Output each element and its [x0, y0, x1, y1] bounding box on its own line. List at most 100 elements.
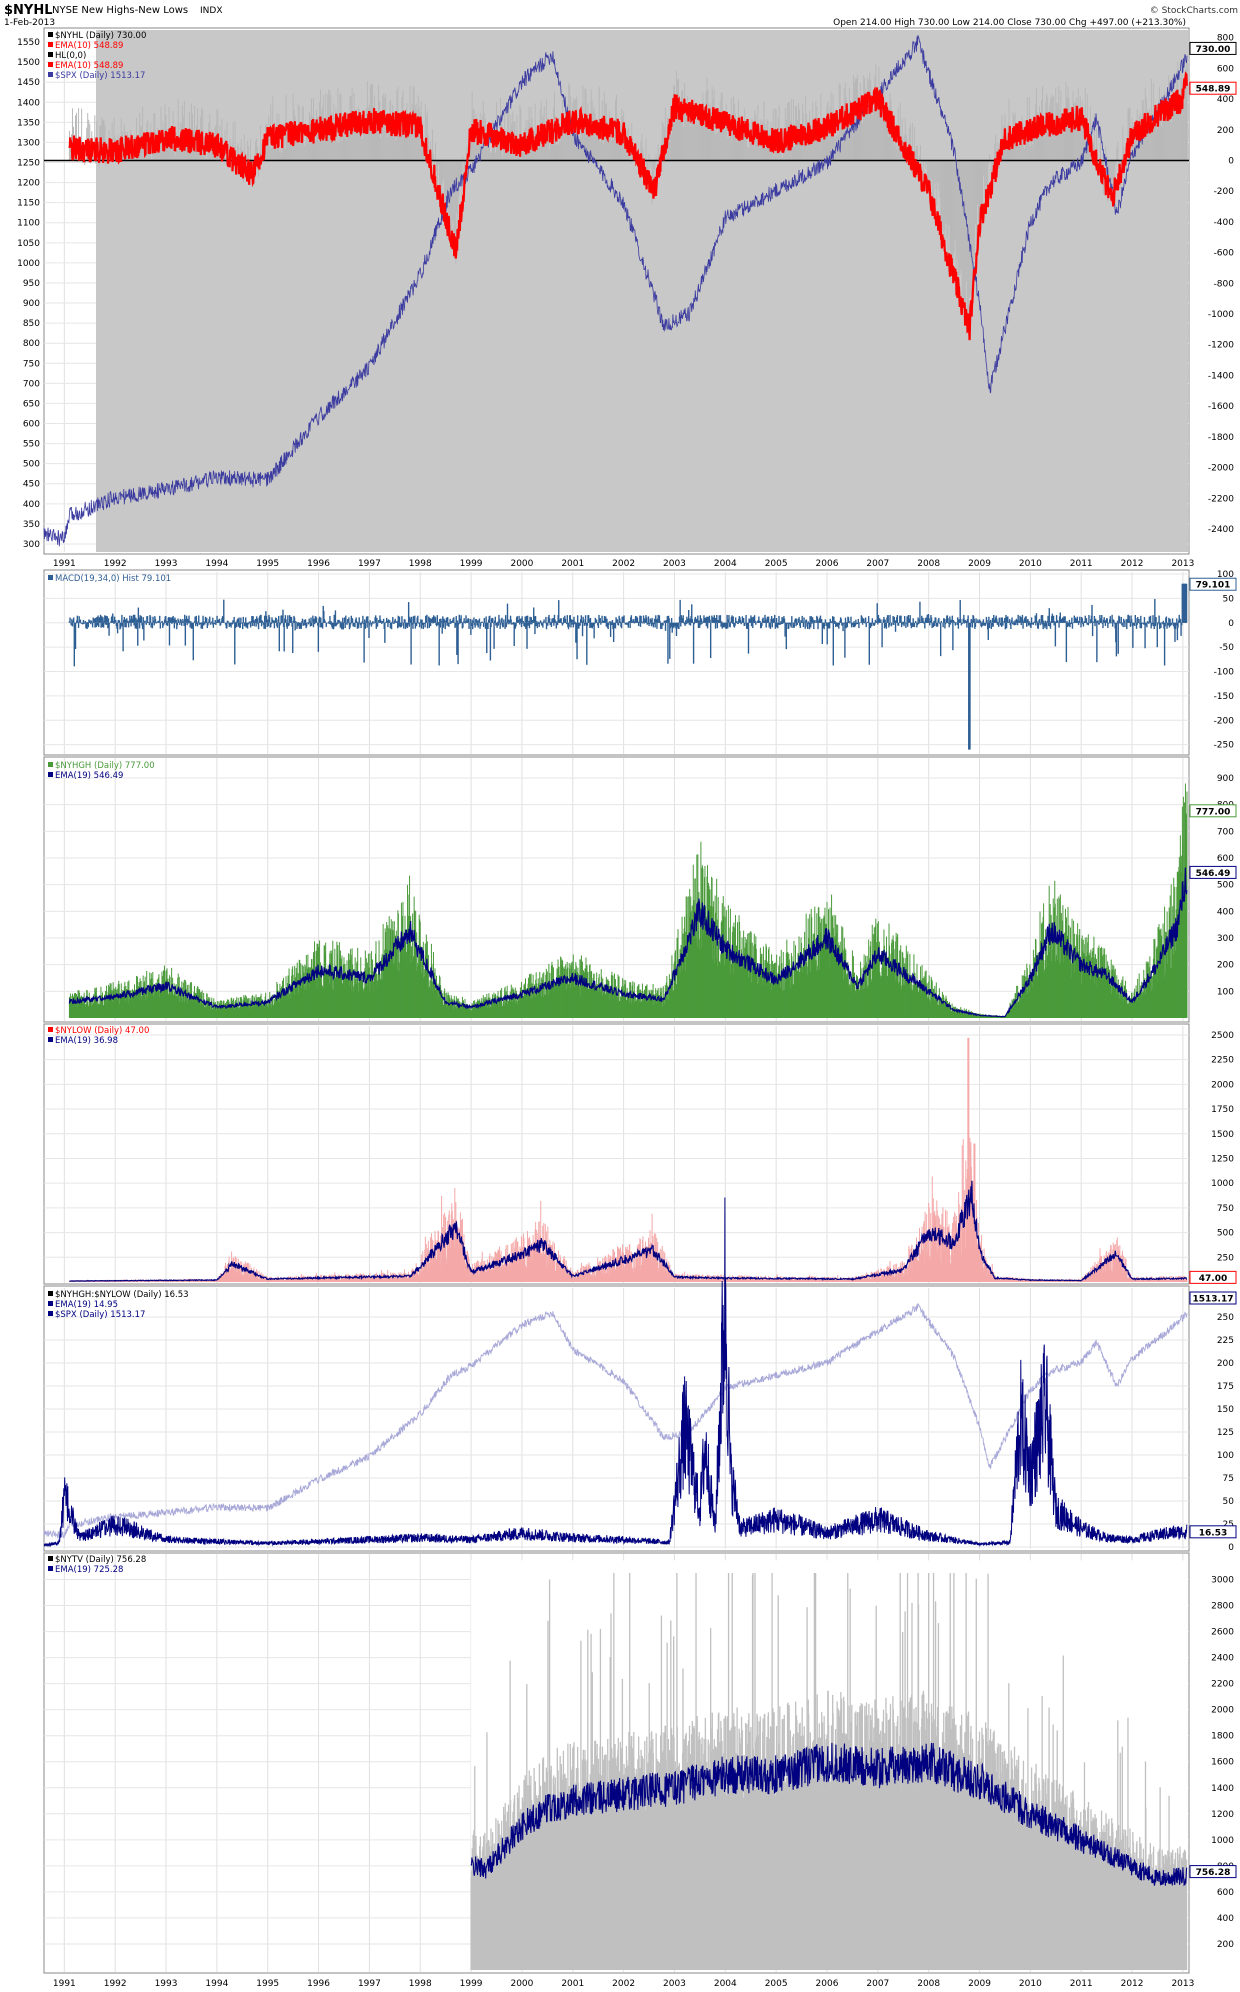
y-tick-label: 800 [23, 339, 40, 349]
last-value-label: 548.89 [1196, 85, 1231, 95]
last-value-label: 79.101 [1196, 581, 1231, 591]
y-tick-label: 950 [23, 279, 40, 289]
x-tick-label: 2002 [612, 559, 635, 569]
y-tick-label: -2000 [1208, 464, 1234, 474]
y-tick-label: 1400 [17, 98, 40, 108]
x-tick-label: 2000 [510, 559, 533, 569]
brand: © StockCharts.com [1150, 6, 1238, 16]
y-tick-label: -100 [1214, 668, 1235, 678]
x-tick-label: 2011 [1070, 559, 1093, 569]
x-tick-label: 2006 [816, 559, 839, 569]
last-value-box [1189, 81, 1237, 95]
y-tick-label: 750 [23, 359, 40, 369]
y-tick-label: -1600 [1208, 402, 1234, 412]
last-value-box [1189, 577, 1237, 591]
x-tick-label: 1995 [256, 559, 279, 569]
y-tick-label: -800 [1214, 279, 1235, 289]
y-tick-label: 0 [1228, 157, 1234, 167]
y-tick-label: 1150 [17, 199, 40, 209]
y-tick-label: -2400 [1208, 525, 1234, 535]
panel-macd-legend: MACD(19,34,0) Hist 79.101 [48, 574, 171, 584]
y-tick-label: 1500 [17, 58, 40, 68]
x-tick-label: 2005 [765, 559, 788, 569]
legend-entry: $SPX (Daily) 1513.17 [55, 71, 145, 81]
panel-nyhl-marks [43, 35, 1189, 547]
y-tick-label: 1200 [17, 179, 40, 189]
x-tick-label: 2001 [561, 559, 584, 569]
x-tick-label: 1996 [307, 559, 330, 569]
y-tick-label: -50 [1219, 643, 1234, 653]
x-tick-label: 2013 [1171, 559, 1194, 569]
y-tick-label: 100 [1217, 570, 1234, 580]
y-tick-label: 1100 [17, 219, 40, 229]
y-tick-label: 450 [23, 480, 40, 490]
y-tick-label: 300 [23, 540, 40, 550]
x-tick-label: 2007 [866, 559, 889, 569]
legend-swatch [48, 32, 53, 37]
y-tick-label: -400 [1214, 218, 1235, 228]
legend-swatch [48, 575, 53, 580]
panel-macd-marks [68, 583, 1188, 750]
legend-swatch [48, 42, 53, 47]
panel-macd-grid [44, 572, 1189, 754]
legend-entry: HL(0,0) [55, 51, 86, 61]
x-tick-label: 1991 [53, 559, 76, 569]
y-tick-label: 400 [23, 500, 40, 510]
panel-nyhl-right-axis: -2400-2200-2000-1800-1600-1400-1200-1000… [1189, 34, 1237, 535]
y-tick-label: -1800 [1208, 433, 1234, 443]
chart-header: $NYHL NYSE New Highs-New Lows INDX 1-Feb… [4, 3, 1238, 28]
x-tick-label: 1993 [155, 559, 178, 569]
y-tick-label: 400 [1217, 95, 1234, 105]
ema-hl-line [68, 71, 1188, 341]
x-tick-label: 2009 [968, 559, 991, 569]
panel-nyhgh-frame [43, 756, 1190, 1023]
panel-nyhl: 300 350 400 450 500 550 600 650 700 750 800 850 900 9… [17, 27, 1237, 569]
legend-entry: EMA(10) 548.89 [55, 41, 123, 51]
y-tick-label: 0 [1228, 619, 1234, 629]
y-tick-label: 500 [23, 460, 40, 470]
legend-entry: MACD(19,34,0) Hist 79.101 [55, 574, 171, 584]
y-tick-label: 600 [1217, 64, 1234, 74]
y-tick-label: 1550 [17, 38, 40, 48]
x-tick-label: 2008 [917, 559, 940, 569]
x-tick-label: 2012 [1121, 559, 1144, 569]
panel-nyhgh-grid [44, 758, 1189, 1021]
panel-nyhgh: 100200300400500600700800900777.00546.49 … [43, 756, 1237, 1023]
last-value-box [1189, 41, 1237, 55]
y-tick-label: 850 [23, 319, 40, 329]
x-tick-label: 2003 [663, 559, 686, 569]
y-tick-label: 1050 [17, 239, 40, 249]
x-tick-label: 1994 [205, 559, 228, 569]
quote-summary: Open 214.00 High 730.00 Low 214.00 Close… [833, 18, 1186, 28]
y-tick-label: -1000 [1208, 310, 1234, 320]
y-tick-label: 700 [23, 379, 40, 389]
x-tick-label: 1998 [409, 559, 432, 569]
x-tick-label: 1992 [104, 559, 127, 569]
y-tick-label: 650 [23, 399, 40, 409]
y-tick-label: -200 [1214, 187, 1235, 197]
spx-line [43, 35, 1188, 547]
y-tick-label: -200 [1214, 716, 1235, 726]
y-tick-label: 800 [1217, 34, 1234, 44]
y-tick-label: -1200 [1208, 341, 1234, 351]
y-tick-label: -600 [1214, 249, 1235, 259]
exchange: INDX [200, 6, 222, 16]
x-tick-label: 1997 [358, 559, 381, 569]
y-tick-label: 200 [1217, 126, 1234, 136]
x-tick-label: 2004 [714, 559, 737, 569]
y-tick-label: -1400 [1208, 371, 1234, 381]
panel-nyhl-left-axis: 300 350 400 450 500 550 600 650 700 750 800 850 900 9… [17, 38, 40, 550]
quote-date: 1-Feb-2013 [4, 18, 55, 28]
last-value-label: 730.00 [1196, 45, 1231, 55]
panel-nyhgh-marks [68, 783, 1188, 1018]
y-tick-label: 350 [23, 520, 40, 530]
x-tick-label: 2010 [1019, 559, 1042, 569]
panel-macd-frame [43, 569, 1190, 756]
y-tick-label: 1300 [17, 138, 40, 148]
y-tick-label: 900 [23, 299, 40, 309]
y-tick-label: 550 [23, 440, 40, 450]
